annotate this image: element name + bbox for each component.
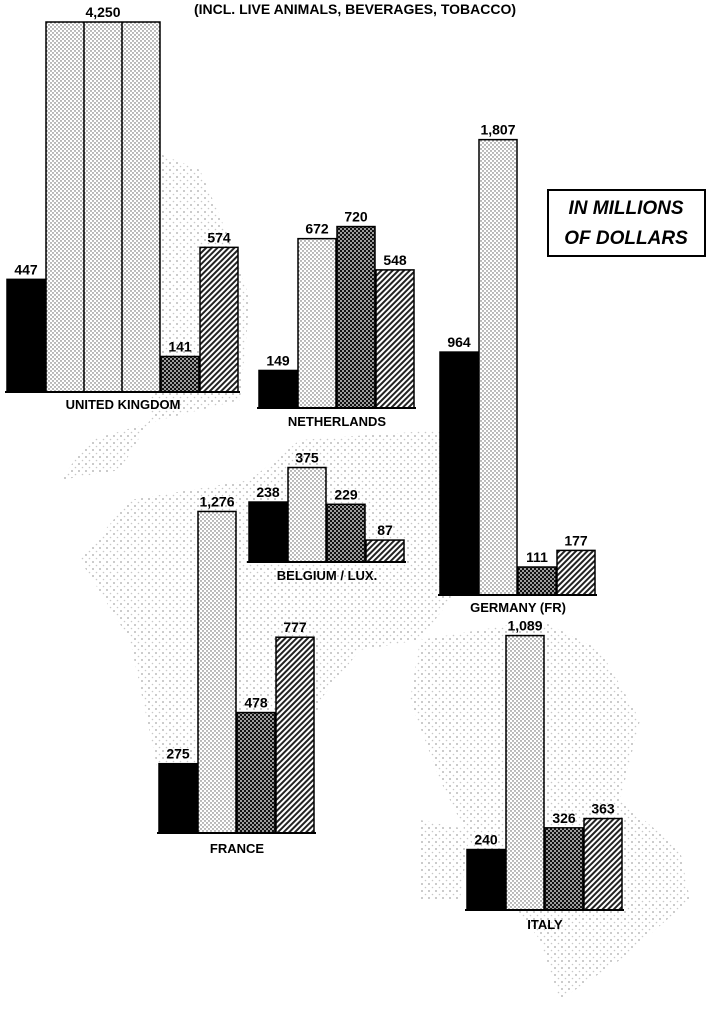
group-label: UNITED KINGDOM	[66, 397, 181, 412]
value-label: 363	[591, 801, 615, 817]
bar	[236, 711, 276, 834]
value-label: 326	[552, 810, 576, 826]
value-label: 375	[295, 450, 319, 466]
value-label: 238	[256, 484, 280, 500]
bar	[583, 817, 623, 911]
note: OF DOLLARS	[564, 228, 688, 249]
value-label: 1,807	[480, 122, 515, 138]
bar	[199, 246, 239, 393]
value-label: 1,276	[199, 493, 234, 509]
note-box	[547, 189, 706, 257]
value-label: 4,250	[85, 4, 120, 20]
bar	[466, 848, 506, 911]
value-label: 964	[447, 334, 471, 350]
bar	[326, 503, 366, 563]
bar	[517, 566, 557, 596]
bar	[158, 762, 198, 834]
group-label: NETHERLANDS	[288, 414, 387, 429]
bar	[365, 539, 405, 563]
bar	[6, 278, 46, 393]
bar	[248, 501, 288, 563]
bar	[375, 269, 415, 409]
subtitle: (INCL. LIVE ANIMALS, BEVERAGES, TOBACCO)	[194, 1, 516, 17]
bar	[556, 549, 596, 596]
value-label: 672	[305, 221, 329, 237]
value-label: 447	[14, 261, 38, 277]
bar	[275, 636, 315, 834]
note: IN MILLIONS	[568, 198, 683, 219]
value-label: 141	[168, 338, 192, 354]
bar	[505, 634, 545, 911]
value-label: 275	[166, 746, 190, 762]
value-label: 548	[383, 252, 407, 268]
value-label: 177	[564, 532, 588, 548]
bar	[544, 827, 584, 911]
bar	[160, 355, 200, 393]
bar	[439, 351, 479, 596]
bar	[478, 138, 518, 596]
group-label: FRANCE	[210, 841, 264, 856]
bar	[336, 225, 376, 409]
value-label: 478	[244, 695, 268, 711]
value-label: 777	[283, 619, 307, 635]
bar	[197, 510, 237, 834]
value-label: 229	[334, 486, 358, 502]
value-label: 720	[344, 209, 368, 225]
value-label: 1,089	[507, 618, 542, 634]
value-label: 149	[266, 352, 290, 368]
group-label: BELGIUM / LUX.	[277, 568, 377, 583]
bar	[287, 466, 327, 563]
group-label: ITALY	[527, 917, 563, 932]
bar	[297, 237, 337, 409]
bar	[258, 369, 298, 409]
value-label: 87	[377, 522, 393, 538]
group-label: GERMANY (FR)	[470, 600, 566, 615]
value-label: 574	[207, 229, 231, 245]
value-label: 111	[526, 549, 548, 565]
value-label: 240	[474, 832, 498, 848]
bar	[45, 21, 161, 393]
